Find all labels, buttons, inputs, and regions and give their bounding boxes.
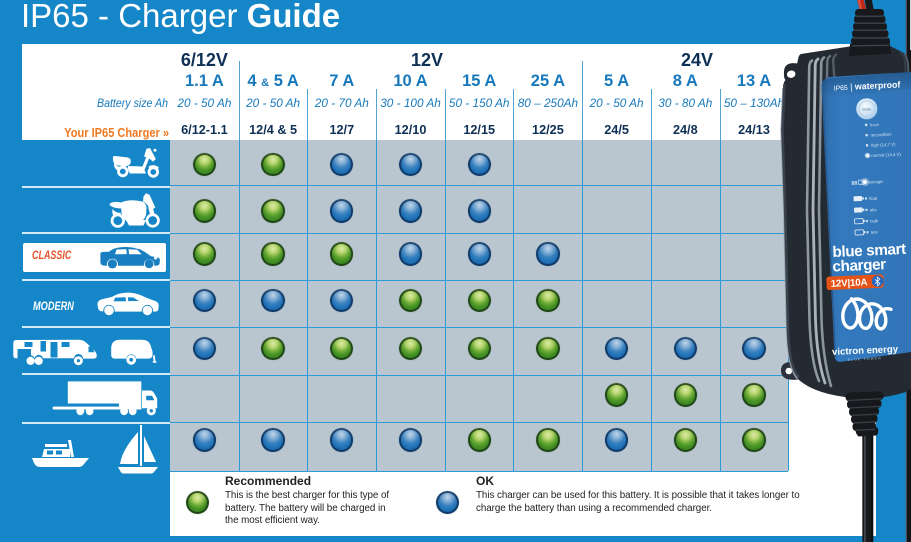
svg-text:victron energy: victron energy [832,344,899,358]
svg-text:mode: mode [862,107,871,111]
svg-text:storage: storage [868,179,883,185]
svg-text:recondition: recondition [870,132,892,138]
svg-text:IP65 | waterproof: IP65 | waterproof [833,80,900,93]
svg-text:abs: abs [870,207,877,212]
svg-text:li-ion: li-ion [870,122,880,127]
svg-text:88: 88 [851,181,857,187]
svg-text:test: test [871,229,879,234]
svg-text:12V|10A: 12V|10A [830,277,867,290]
svg-text:normal (14,4 V): normal (14,4 V) [871,152,901,158]
svg-text:blue smart: blue smart [832,241,906,261]
svg-text:float: float [869,196,878,201]
svg-text:charger: charger [832,256,886,275]
svg-text:bulk: bulk [870,218,879,223]
svg-text:BLUE POWER: BLUE POWER [848,356,882,361]
svg-text:high (14,7 V): high (14,7 V) [871,142,896,148]
